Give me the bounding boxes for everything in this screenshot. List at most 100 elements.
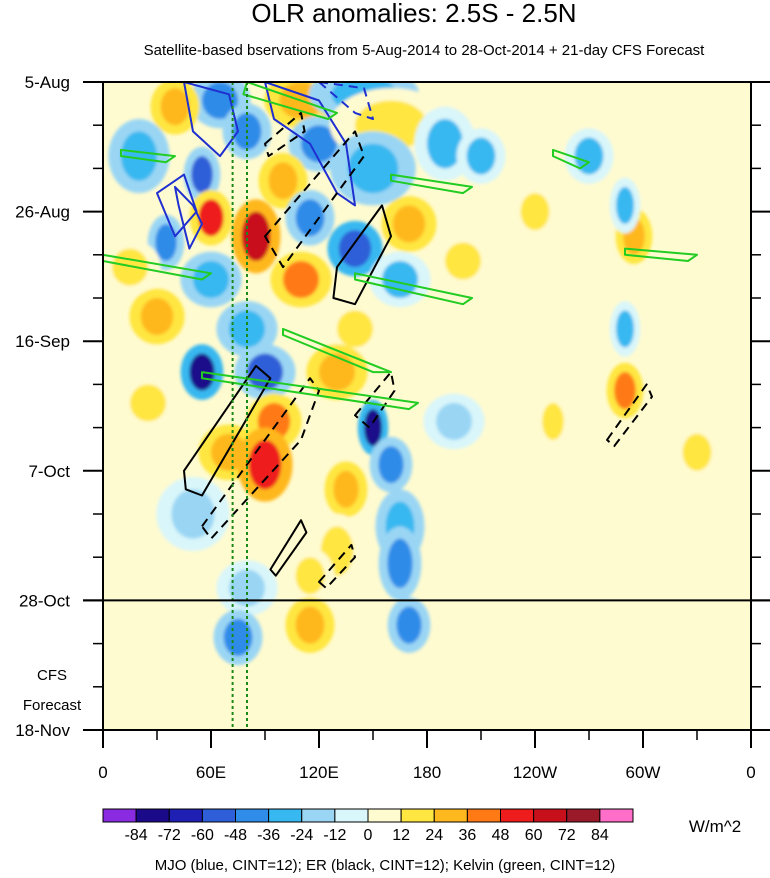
anomaly-patch — [574, 137, 604, 175]
colorbar-label: 84 — [591, 827, 609, 844]
kelvin-contour — [390, 173, 473, 195]
colorbar-swatch — [334, 808, 369, 823]
y-tick-label: 16-Sep — [15, 332, 70, 351]
colorbar-swatch — [433, 808, 468, 823]
anomaly-patch — [347, 143, 399, 194]
er-contour — [332, 204, 392, 306]
mjo-contour — [318, 82, 374, 120]
anomaly-patch — [364, 409, 382, 447]
colorbar-label: 72 — [558, 827, 576, 844]
anomaly-patch — [112, 248, 148, 286]
anomaly-patch — [191, 156, 213, 194]
colorbar-label: -72 — [158, 827, 181, 844]
colorbar-label: 0 — [364, 827, 373, 844]
kelvin-contour — [354, 272, 473, 306]
anomaly-patch — [202, 82, 238, 120]
plot-area — [83, 81, 770, 731]
x-axis: 0 60E 120E 180 120W 60W 0 — [98, 730, 756, 782]
anomaly-patch — [140, 298, 174, 336]
y-tick-label: 5-Aug — [25, 73, 70, 92]
colorbar-label: 48 — [492, 827, 510, 844]
y-tick-label: 7-Oct — [28, 462, 70, 481]
reference-lines — [231, 82, 248, 730]
colorbar-swatch — [400, 808, 435, 823]
anomaly-patch — [436, 402, 472, 440]
anomaly-patch — [682, 433, 712, 471]
y-tick-label: 18-Nov — [15, 721, 70, 740]
anomaly-patch — [466, 137, 496, 175]
anomaly-patch — [392, 205, 426, 243]
kelvin-contour — [552, 148, 590, 170]
chart-subtitle: Satellite-based bservations from 5-Aug-2… — [144, 42, 706, 59]
colorbar-swatch — [367, 808, 402, 823]
colorbar-label: -60 — [191, 827, 214, 844]
anomaly-patch — [396, 606, 422, 644]
er-contour — [269, 519, 308, 577]
anomaly-patch — [248, 439, 282, 490]
colorbar-swatch — [466, 808, 501, 823]
colorbar: -84 -72 -60 -48 -36 -24 -12 0 12 24 36 48 60 72 84 — [102, 808, 634, 844]
forecast-label-line1: CFS — [37, 667, 67, 684]
anomaly-patch — [319, 353, 355, 391]
er-contour — [318, 543, 356, 590]
colorbar-swatch — [102, 808, 137, 823]
y-tick-label: 28-Oct — [19, 591, 70, 610]
colorbar-swatch — [500, 808, 535, 823]
y-tick-label: 26-Aug — [15, 203, 70, 222]
colorbar-swatch — [566, 808, 601, 823]
anomaly-patch — [338, 230, 372, 268]
x-tick-label: 180 — [413, 763, 441, 782]
kelvin-contours — [103, 82, 698, 411]
anomaly-patch — [301, 125, 337, 163]
colorbar-swatch — [533, 808, 568, 823]
kelvin-contour — [201, 371, 419, 411]
er-contour — [354, 371, 396, 429]
anomaly-patch — [223, 618, 253, 656]
colorbar-label: 36 — [458, 827, 476, 844]
anomaly-patch — [616, 186, 634, 224]
x-tick-label: 60E — [196, 763, 226, 782]
er-contour — [606, 383, 653, 448]
kelvin-contour — [624, 247, 698, 262]
anomaly-field — [103, 82, 722, 666]
mjo-contour — [156, 173, 198, 238]
colorbar-swatch — [135, 808, 170, 823]
mjo-contour — [183, 82, 239, 158]
mjo-contour — [174, 185, 203, 250]
anomaly-patch — [198, 199, 224, 237]
anomaly-patch — [121, 131, 157, 181]
x-tick-label: 120E — [299, 763, 339, 782]
kelvin-contour — [282, 327, 392, 374]
y-axis: 5-Aug 26-Aug 16-Sep 7-Oct 28-Oct 18-Nov — [15, 73, 770, 740]
colorbar-units: W/m^2 — [689, 817, 741, 836]
colorbar-swatch — [201, 808, 236, 823]
colorbar-label: -36 — [257, 827, 280, 844]
colorbar-label: 24 — [425, 827, 443, 844]
anomaly-patch — [337, 310, 373, 348]
er-contours — [183, 111, 653, 590]
chart-title: OLR anomalies: 2.5S - 2.5N — [251, 0, 576, 28]
x-tick-label: 60W — [626, 763, 661, 782]
x-tick-label: 120W — [513, 763, 557, 782]
anomaly-patch — [542, 402, 564, 440]
anomaly-patch — [445, 242, 481, 280]
x-tick-label: 0 — [746, 763, 755, 782]
forecast-label-line2: Forecast — [23, 697, 82, 714]
colorbar-label: -48 — [224, 827, 247, 844]
anomaly-patch — [130, 384, 166, 422]
kelvin-contour — [242, 82, 338, 120]
anomaly-patch — [295, 199, 325, 237]
overlay-caption: MJO (blue, CINT=12); ER (black, CINT=12)… — [155, 857, 616, 874]
kelvin-contour — [120, 148, 176, 164]
anomaly-patch — [193, 260, 229, 298]
anomaly-patch — [616, 310, 634, 348]
anomaly-patch — [160, 88, 190, 126]
colorbar-label: 12 — [392, 827, 410, 844]
kelvin-contour — [103, 253, 212, 281]
anomaly-patch — [614, 372, 636, 410]
anomaly-patch — [295, 606, 325, 644]
colorbar-label: 60 — [525, 827, 543, 844]
anomaly-patch — [520, 193, 550, 231]
anomaly-patch — [155, 223, 177, 261]
